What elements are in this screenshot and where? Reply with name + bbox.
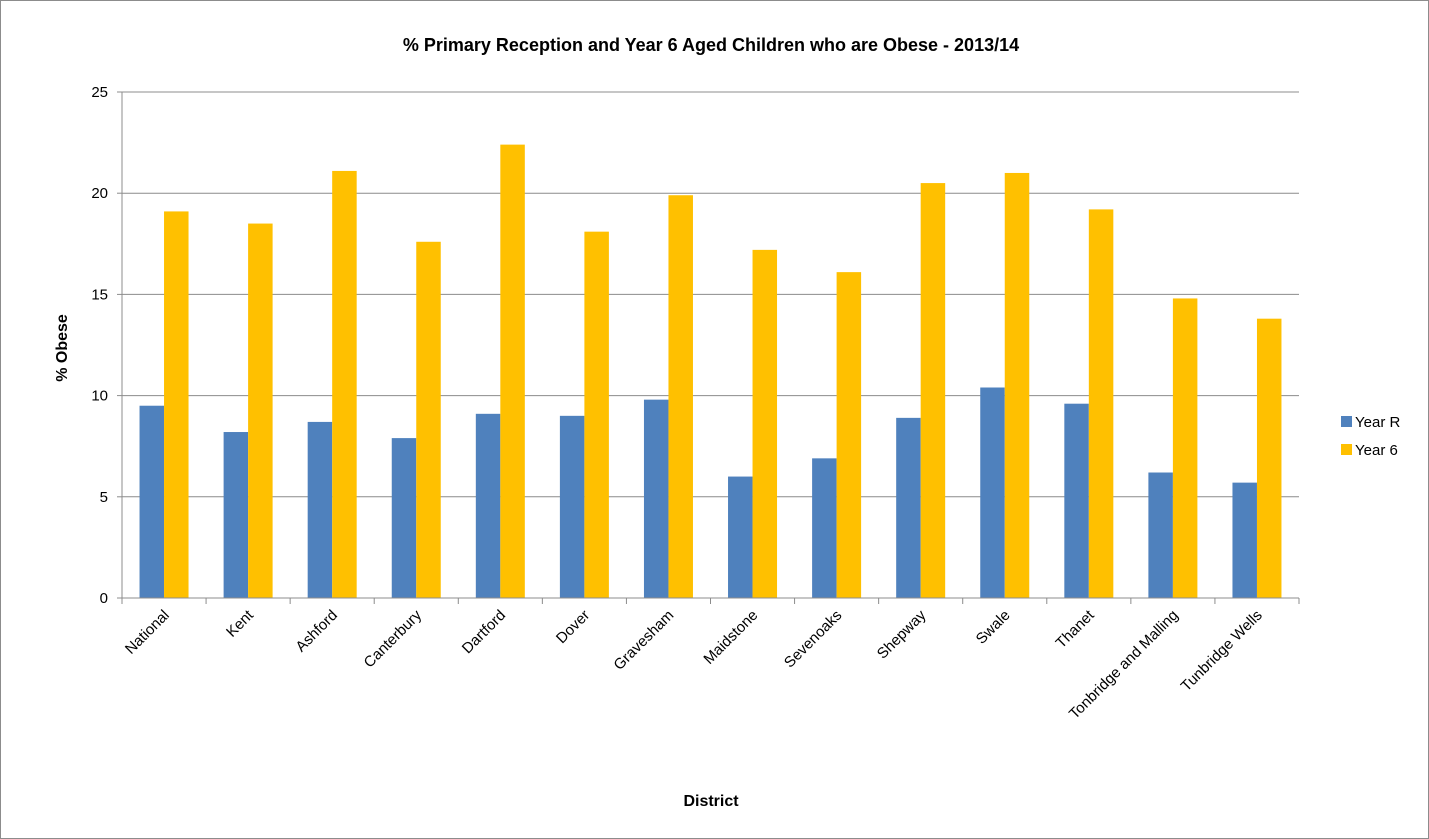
- y-tick-label: 5: [100, 489, 108, 506]
- y-axis-title: % Obese: [54, 314, 71, 382]
- x-tick-label: Canterbury: [361, 606, 426, 671]
- chart-title: % Primary Reception and Year 6 Aged Chil…: [403, 35, 1019, 55]
- bar-year-6: [248, 223, 273, 598]
- x-tick-label: Sevenoaks: [781, 607, 846, 672]
- bar-year-r: [896, 417, 921, 598]
- y-axis-ticks: 0 5 10 15 20 25: [91, 84, 108, 607]
- x-axis-ticks: National Kent Ashford Canterbury Dartford Dov…: [122, 606, 1266, 722]
- bar-year-r: [1148, 472, 1173, 598]
- y-tick-label: 0: [100, 590, 108, 607]
- x-tick-label: Thanet: [1053, 606, 1099, 652]
- bar-year-r: [1232, 482, 1257, 598]
- x-tick-label: Maidstone: [700, 607, 761, 668]
- x-tick-label: National: [122, 607, 173, 658]
- bar-year-6: [752, 249, 778, 598]
- x-tick-label: Shepway: [874, 606, 930, 662]
- x-tick-label: Dover: [553, 607, 593, 647]
- bar-year-6: [584, 231, 609, 598]
- bar-year-r: [391, 438, 417, 598]
- grid-lines: [122, 91, 1299, 498]
- legend-swatch: [1341, 444, 1352, 455]
- x-axis-title: District: [683, 793, 739, 810]
- bar-year-r: [475, 413, 501, 598]
- bar-year-r: [223, 432, 249, 598]
- y-tick-label: 25: [91, 84, 108, 101]
- legend: Year R Year 6: [1341, 414, 1400, 459]
- y-tick-label: 15: [91, 286, 108, 303]
- bar-year-6: [668, 195, 693, 598]
- bar-year-6: [164, 211, 189, 598]
- legend-label: Year 6: [1355, 442, 1398, 459]
- bar-year-r: [139, 405, 165, 598]
- x-tick-label: Kent: [223, 606, 257, 640]
- bar-year-r: [307, 421, 333, 598]
- bar-year-6: [1088, 209, 1114, 598]
- bar-year-6: [416, 241, 441, 598]
- bar-year-r: [980, 387, 1005, 598]
- x-tick-label: Dartford: [459, 607, 509, 657]
- y-tick-label: 10: [91, 388, 108, 405]
- x-tick-label: Gravesham: [610, 607, 677, 674]
- bar-year-r: [559, 415, 585, 598]
- bar-year-r: [1064, 403, 1089, 598]
- bars: [139, 144, 1282, 598]
- legend-label: Year R: [1355, 414, 1400, 431]
- bar-year-6: [332, 170, 357, 598]
- bar-year-r: [728, 476, 753, 598]
- y-tick-label: 20: [91, 185, 108, 202]
- bar-year-6: [1172, 298, 1198, 598]
- bar-year-r: [812, 458, 837, 598]
- bar-year-r: [643, 399, 669, 598]
- bar-year-6: [500, 144, 525, 598]
- legend-swatch: [1341, 416, 1352, 427]
- x-tick-label: Swale: [973, 607, 1014, 648]
- x-tick-label: Ashford: [292, 607, 341, 656]
- bar-year-6: [920, 183, 946, 598]
- axes: [117, 91, 1300, 604]
- x-tick-label: Tunbridge Wells: [1178, 607, 1266, 695]
- bar-year-6: [1256, 318, 1282, 598]
- bar-year-6: [1004, 172, 1030, 598]
- bar-year-6: [836, 272, 862, 598]
